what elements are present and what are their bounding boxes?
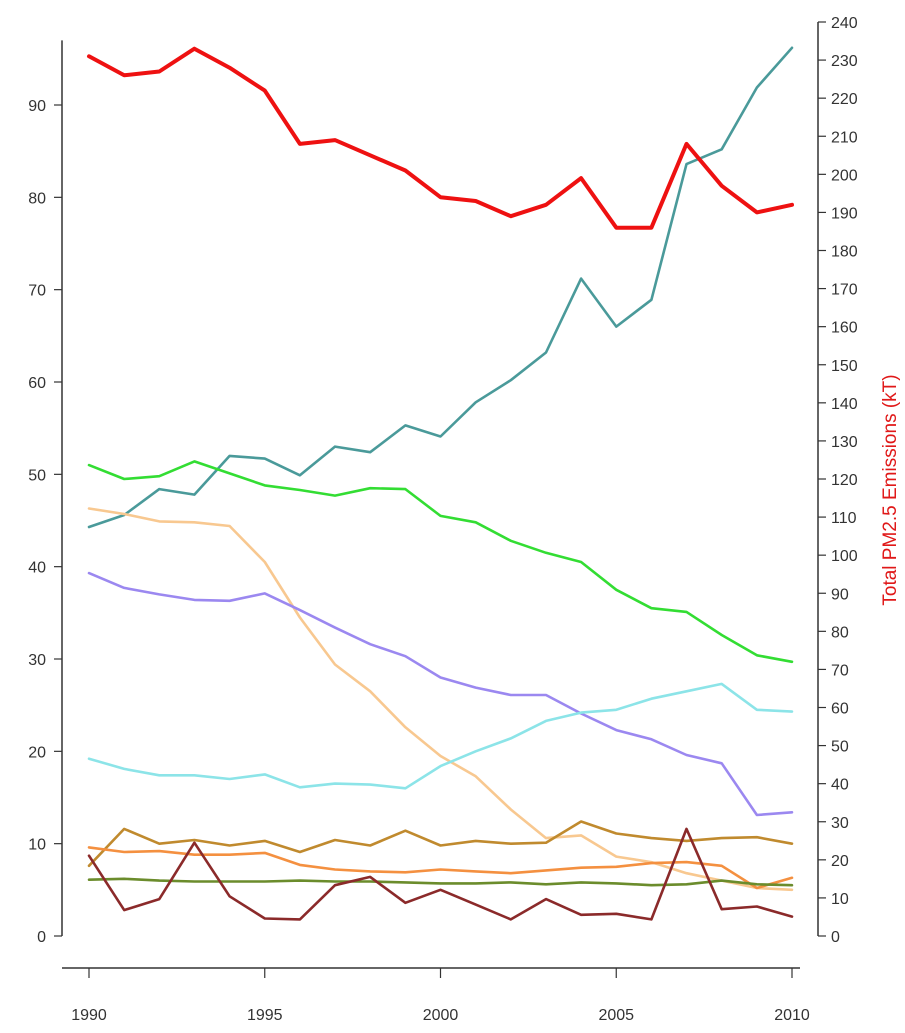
right-axis-tick-label: 50 xyxy=(831,739,849,756)
right-axis-tick-label: 230 xyxy=(831,53,858,70)
right-axis-tick-label: 120 xyxy=(831,472,858,489)
left-axis-tick-label: 40 xyxy=(28,560,46,577)
left-axis-tick-label: 0 xyxy=(37,929,46,946)
x-axis-tick-label: 2005 xyxy=(598,1007,634,1024)
right-axis-title: Total PM2.5 Emissions (kT) xyxy=(880,374,901,605)
right-axis-tick-label: 30 xyxy=(831,815,849,832)
series-line-9 xyxy=(87,877,794,887)
left-axis-tick-label: 90 xyxy=(28,98,46,115)
right-axis-tick-label: 70 xyxy=(831,662,849,679)
left-axis-tick-label: 60 xyxy=(28,375,46,392)
right-axis-tick-label: 180 xyxy=(831,244,858,261)
right-axis-tick-label: 210 xyxy=(831,129,858,146)
right-axis-tick-label: 10 xyxy=(831,891,849,908)
series-line-5 xyxy=(87,571,794,817)
left-axis-tick-label: 10 xyxy=(28,837,46,854)
right-axis-tick-label: 90 xyxy=(831,586,849,603)
left-axis-tick-label: 50 xyxy=(28,467,46,484)
series-line-6 xyxy=(87,682,794,790)
right-axis-tick-label: 0 xyxy=(831,929,840,946)
x-axis-tick-label: 1995 xyxy=(247,1007,283,1024)
right-axis-tick-label: 220 xyxy=(831,91,858,108)
right-axis-tick-label: 150 xyxy=(831,358,858,375)
left-axis-tick-label: 70 xyxy=(28,283,46,300)
right-axis-tick-label: 140 xyxy=(831,396,858,413)
x-axis-tick-label: 2000 xyxy=(423,1007,459,1024)
right-axis-tick-label: 40 xyxy=(831,777,849,794)
series-line-3 xyxy=(87,460,794,664)
right-axis-tick-label: 20 xyxy=(831,853,849,870)
right-axis-tick-label: 200 xyxy=(831,167,858,184)
right-axis-tick-label: 240 xyxy=(831,15,858,32)
series-line-10 xyxy=(87,827,794,921)
right-axis-tick-label: 130 xyxy=(831,434,858,451)
axes: 0 10 20 30 40 50 60 70 80 90 0 10 20 30 40 50 60 70 80 90 10… xyxy=(28,15,858,1024)
right-axis-tick-label: 80 xyxy=(831,624,849,641)
right-axis-tick-label: 100 xyxy=(831,548,858,565)
right-axis-tick-label: 190 xyxy=(831,205,858,222)
right-axis-tick-label: 110 xyxy=(831,510,857,527)
left-axis-tick-label: 30 xyxy=(28,652,46,669)
series-layer xyxy=(87,46,794,921)
x-axis-tick-label: 2010 xyxy=(774,1007,810,1024)
series-line-4 xyxy=(87,507,794,892)
x-axis-tick-label: 1990 xyxy=(71,1007,107,1024)
series-line-1 xyxy=(87,46,794,230)
right-axis-tick-label: 60 xyxy=(831,701,849,718)
left-axis-tick-label: 20 xyxy=(28,744,46,761)
series-line-7 xyxy=(87,820,794,868)
right-axis-tick-label: 170 xyxy=(831,282,858,299)
right-axis-tick-label: 160 xyxy=(831,320,858,337)
left-axis-tick-label: 80 xyxy=(28,190,46,207)
series-line-2 xyxy=(87,46,794,529)
